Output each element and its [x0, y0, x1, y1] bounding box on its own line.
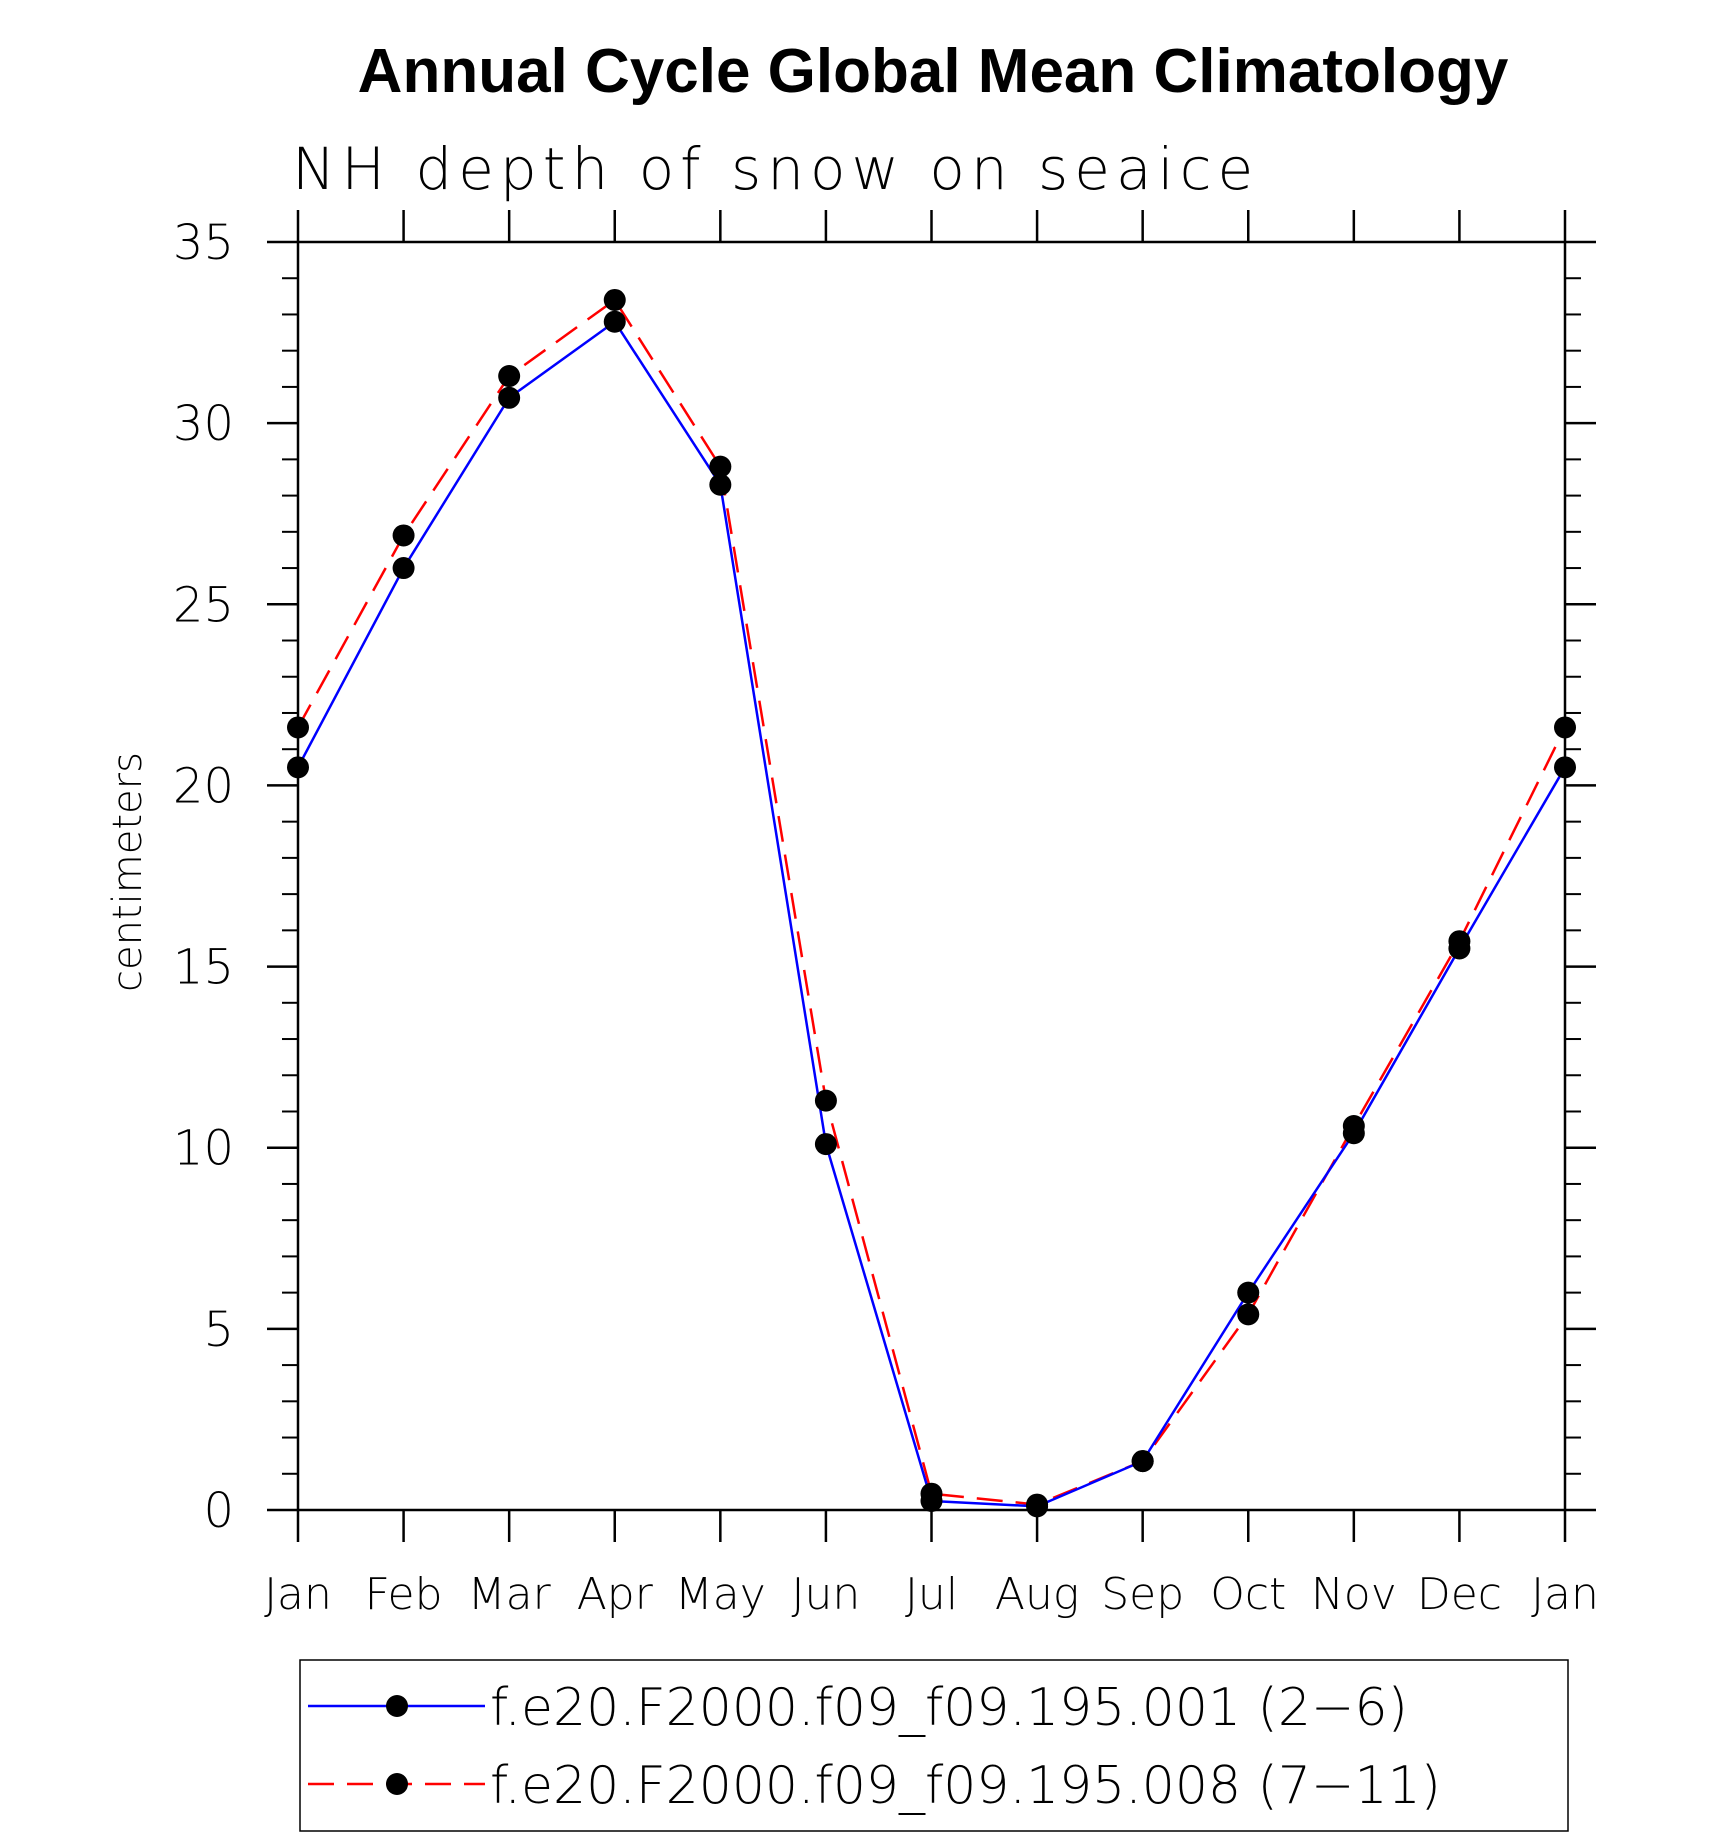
data-point: [814, 1089, 837, 1112]
y-tick-label: 30: [173, 396, 234, 452]
x-tick-label: Jul: [905, 1569, 958, 1620]
x-tick-label: May: [675, 1569, 766, 1620]
data-point: [287, 716, 309, 739]
legend-marker: [386, 1695, 408, 1717]
x-tick-label: Jan: [1531, 1569, 1599, 1620]
data-point: [498, 365, 521, 388]
legend-marker: [386, 1773, 408, 1795]
data-point: [814, 1133, 837, 1156]
legend: f.e20.F2000.f09_f09.195.001 (2−6) f.e20.F…: [299, 1659, 1569, 1832]
legend-box: [299, 1659, 1569, 1832]
data-point: [1237, 1281, 1260, 1304]
x-tick-label: Feb: [365, 1569, 443, 1620]
plot-area: 0 5 10 15 20 25 30 35 Jan Feb Mar Apr May Jun Jul Aug Se…: [173, 210, 1599, 1620]
series-line: [296, 298, 1567, 1506]
x-tick-label: Jun: [792, 1569, 861, 1620]
data-point: [287, 756, 309, 779]
data-point: [1237, 1303, 1260, 1326]
data-point: [1026, 1493, 1049, 1516]
chart-title: Annual Cycle Global Mean Climatology: [358, 37, 1509, 106]
y-tick-label: 0: [203, 1483, 234, 1539]
y-tick-label: 20: [173, 758, 234, 814]
y-tick-label: 10: [173, 1121, 234, 1177]
data-point: [920, 1482, 943, 1505]
data-point: [709, 473, 732, 496]
y-tick-label: 15: [173, 940, 234, 996]
x-tick-label: Oct: [1210, 1569, 1286, 1620]
data-point: [498, 386, 521, 409]
x-tick-label: Aug: [995, 1569, 1079, 1620]
legend-label: f.e20.F2000.f09_f09.195.001 (2−6): [490, 1678, 1408, 1738]
y-tick-label: 35: [173, 215, 234, 271]
data-point: [1448, 930, 1471, 953]
data-point: [392, 524, 415, 547]
data-point: [603, 310, 626, 333]
data-point: [1342, 1114, 1365, 1137]
x-tick-label: Jan: [264, 1569, 332, 1620]
data-point: [709, 455, 732, 478]
x-tick-label: Nov: [1311, 1569, 1397, 1620]
x-tick-label: Apr: [577, 1569, 654, 1620]
x-tick-label: Dec: [1417, 1569, 1502, 1620]
data-point: [1554, 716, 1576, 739]
data-point: [1554, 756, 1576, 779]
x-tick-label: Sep: [1101, 1569, 1184, 1620]
x-tick-label: Mar: [468, 1569, 552, 1620]
data-point: [392, 557, 415, 580]
y-tick-label: 25: [173, 577, 234, 633]
y-tick-label: 5: [203, 1302, 234, 1358]
y-axis-label: centimeters: [105, 752, 151, 992]
data-point: [603, 288, 626, 311]
chart-subtitle: NH depth of snow on seaice: [292, 135, 1259, 203]
legend-label: f.e20.F2000.f09_f09.195.008 (7−11): [490, 1756, 1441, 1816]
series-line: [296, 320, 1567, 1508]
data-point: [1131, 1450, 1154, 1473]
